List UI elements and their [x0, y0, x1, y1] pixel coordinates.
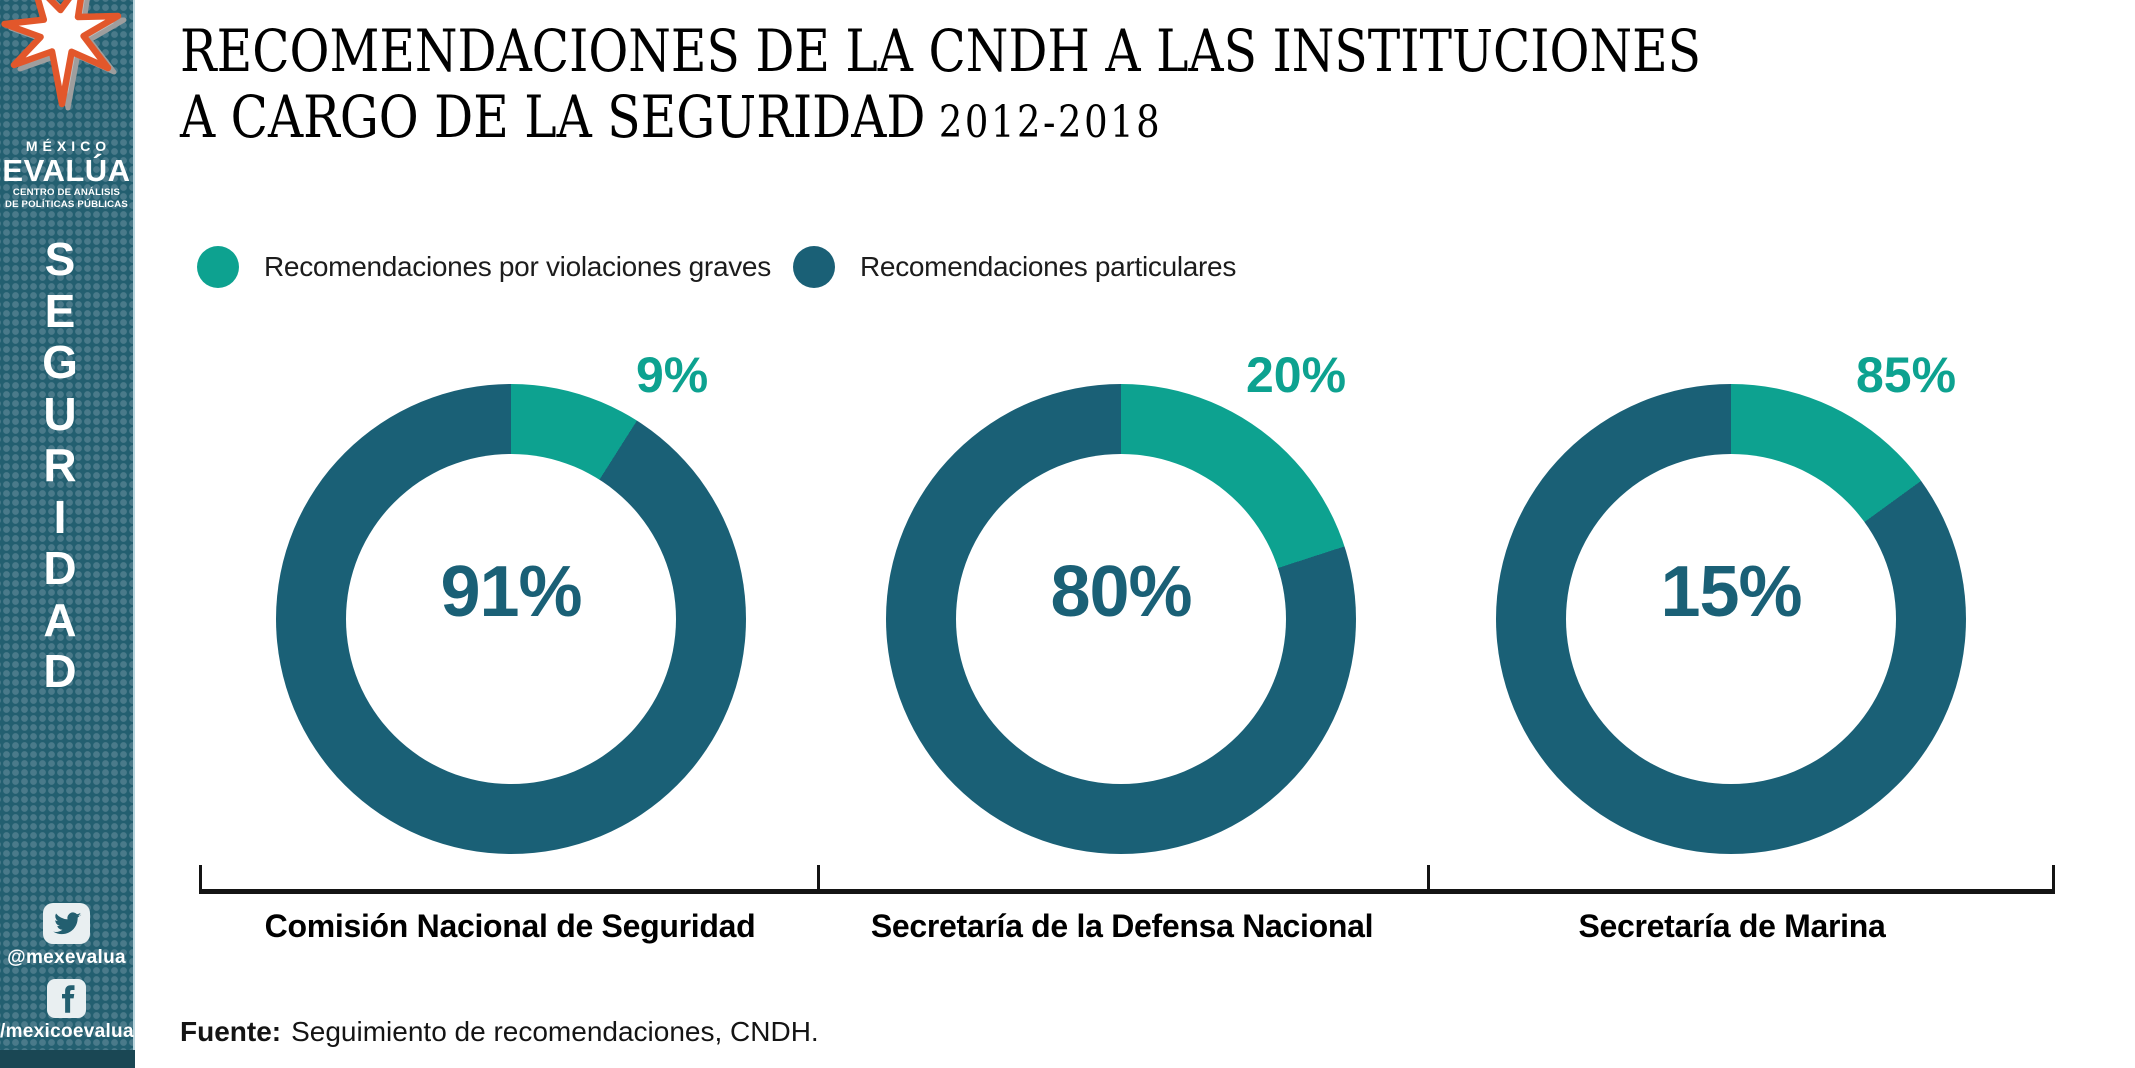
vertical-letter: I	[53, 490, 67, 543]
legend-swatch-particulares	[793, 246, 835, 288]
vertical-letter: D	[43, 542, 77, 594]
brand-mexico: MÉXICO	[25, 138, 112, 154]
title-year-range: 2012-2018	[938, 97, 1163, 148]
twitter-icon[interactable]	[43, 903, 90, 944]
donut-callout-value: 9%	[636, 347, 709, 403]
legend-label-particulares: Recomendaciones particulares	[860, 251, 1237, 282]
twitter-handle[interactable]: @mexevalua	[7, 947, 126, 968]
facebook-handle[interactable]: /mexicoevalua	[0, 1021, 134, 1042]
bracket-tick	[2052, 865, 2055, 891]
category-label-marina: Secretaría de Marina	[1578, 908, 1886, 944]
donut-ring	[276, 384, 746, 854]
category-bracket-line	[199, 889, 2055, 894]
mexico-evalua-star-icon	[1, 0, 127, 111]
donut-callout-value: 20%	[1246, 347, 1347, 403]
page-title: RECOMENDACIONES DE LA CNDH A LAS INSTITU…	[180, 18, 1991, 156]
title-line-2-text: A CARGO DE LA SEGURIDAD	[180, 83, 926, 151]
donut-center-value: 91%	[440, 551, 582, 632]
source-label: Fuente:	[180, 1016, 282, 1047]
donut-center-value: 15%	[1660, 551, 1802, 632]
sidebar: MÉXICO EVALÚA CENTRO DE ANÁLISIS DE POLÍ…	[0, 0, 135, 1068]
bracket-tick	[1427, 865, 1430, 891]
title-line-1: RECOMENDACIONES DE LA CNDH A LAS INSTITU…	[180, 17, 1702, 85]
vertical-letter: S	[44, 233, 76, 285]
brand-sub-line1: CENTRO DE ANÁLISIS	[12, 187, 121, 198]
vertical-letter: R	[43, 439, 77, 491]
legend-item-particulares: Recomendaciones particulares	[793, 246, 1236, 288]
brand-logo-text: MÉXICO EVALÚA CENTRO DE ANÁLISIS DE POLÍ…	[0, 138, 133, 210]
donut-chart-defensa-nacional: 80% 20%	[886, 347, 1356, 854]
sidebar-bottom-strip	[0, 1050, 135, 1068]
legend-label-graves: Recomendaciones por violaciones graves	[264, 251, 771, 282]
brand-sub-line2: DE POLÍTICAS PÚBLICAS	[4, 198, 129, 210]
donut-chart-marina: 15% 85%	[1496, 347, 1966, 854]
vertical-letter: D	[43, 645, 77, 697]
donut-center-value: 80%	[1050, 551, 1192, 632]
source-note: Fuente: Seguimiento de recomendaciones, C…	[180, 1016, 819, 1048]
category-label-comision-nacional-seguridad: Comisión Nacional de Seguridad	[264, 908, 756, 944]
bracket-tick	[199, 865, 202, 891]
vertical-letter: A	[43, 593, 77, 646]
vertical-letter: G	[42, 336, 78, 388]
legend-item-graves: Recomendaciones por violaciones graves	[197, 246, 771, 288]
bracket-tick	[817, 865, 820, 891]
donut-chart-comision-nacional-seguridad: 91% 9%	[276, 347, 746, 854]
legend-swatch-graves	[197, 246, 239, 288]
donut-ring	[1496, 384, 1966, 854]
vertical-letter: U	[43, 387, 77, 440]
category-label-defensa-nacional: Secretaría de la Defensa Nacional	[870, 908, 1374, 944]
donut-callout-value: 85%	[1856, 347, 1957, 403]
brand-evalua: EVALÚA	[2, 153, 131, 188]
source-text: Seguimiento de recomendaciones, CNDH.	[291, 1016, 819, 1047]
facebook-icon[interactable]	[47, 979, 86, 1018]
vertical-letter: E	[44, 284, 76, 337]
title-line-2: A CARGO DE LA SEGURIDAD 2012-2018	[180, 84, 1701, 156]
donut-ring	[886, 384, 1356, 854]
